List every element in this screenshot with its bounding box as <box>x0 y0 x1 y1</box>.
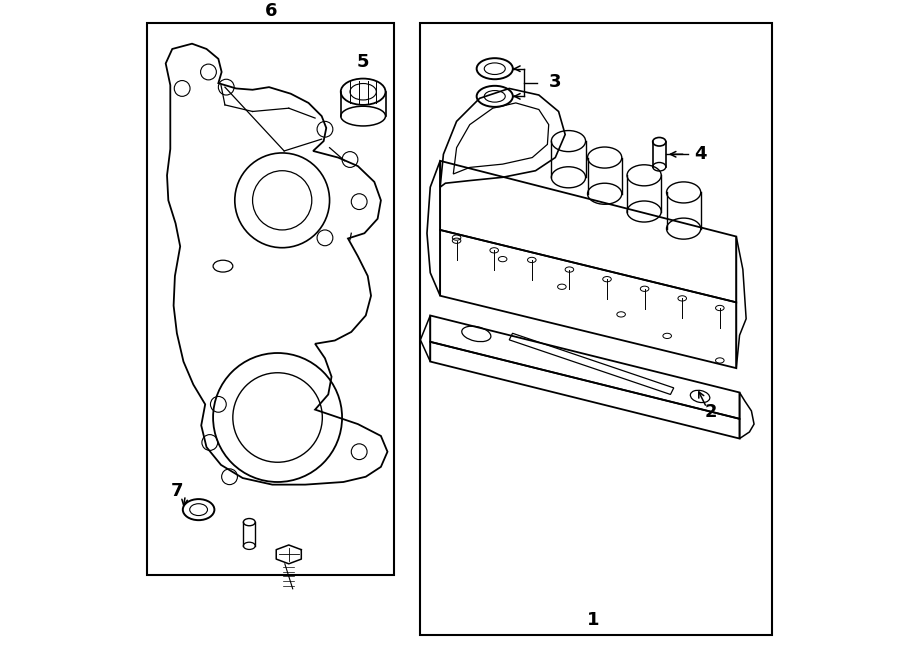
Text: 2: 2 <box>705 403 717 421</box>
Text: 3: 3 <box>549 73 562 91</box>
Text: 6: 6 <box>265 2 277 20</box>
Text: 1: 1 <box>587 611 599 629</box>
Bar <box>148 22 394 576</box>
Bar <box>420 22 772 635</box>
Text: 4: 4 <box>694 145 706 163</box>
Text: 7: 7 <box>171 483 183 500</box>
Text: 5: 5 <box>357 53 369 71</box>
